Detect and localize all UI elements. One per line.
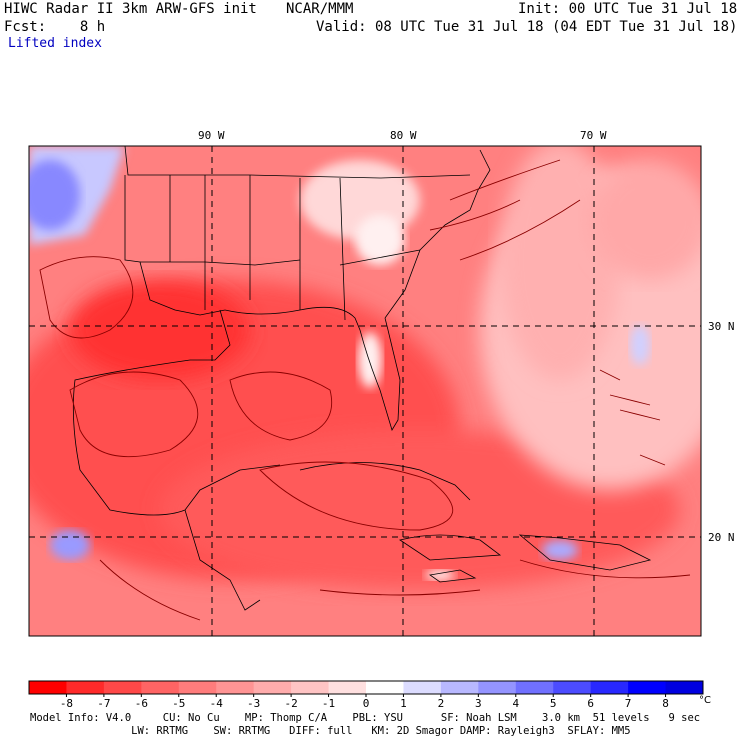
colorbar-label: -2 <box>284 697 297 710</box>
colorbar-swatch <box>553 681 592 694</box>
colorbar-label: 5 <box>550 697 557 710</box>
colorbar-swatch <box>440 681 479 694</box>
colorbar-label: -4 <box>210 697 224 710</box>
colorbar-swatch <box>253 681 292 694</box>
colorbar-unit: °C <box>699 695 711 706</box>
colorbar-swatch <box>366 681 404 694</box>
colorbar-swatch <box>141 681 180 694</box>
boundaries <box>72 146 652 611</box>
colorbar-swatch <box>291 681 330 694</box>
model-title: HIWC Radar II 3km ARW-GFS init <box>4 1 257 17</box>
model-info-line1: Model Info: V4.0 CU: No Cu MP: Thomp C/A… <box>30 712 701 724</box>
lon-label-80w: 80 W <box>390 129 417 142</box>
lat-lon-grid <box>29 146 701 636</box>
colorbar-swatch <box>478 681 517 694</box>
colorbar-swatch <box>403 681 442 694</box>
field-name: Lifted index <box>8 36 102 51</box>
init-time: Init: 00 UTC Tue 31 Jul 18 <box>518 1 738 17</box>
colorbar-label: -1 <box>322 697 335 710</box>
colorbar-label: -8 <box>60 697 73 710</box>
colorbar-label: -3 <box>247 697 260 710</box>
colorbar-label: -7 <box>97 697 110 710</box>
colorbar-swatch <box>66 681 105 694</box>
colorbar-swatch <box>328 681 367 694</box>
contour-lines <box>39 159 691 621</box>
colorbar-swatch <box>515 681 554 694</box>
lon-label-70w: 70 W <box>580 129 607 142</box>
colorbar-label: 1 <box>400 697 407 710</box>
forecast-hour: Fcst: 8 h <box>4 19 106 35</box>
colorbar-label: -6 <box>135 697 148 710</box>
lat-label-30n: 30 N <box>708 320 735 333</box>
lon-label-90w: 90 W <box>198 129 225 142</box>
valid-time: Valid: 08 UTC Tue 31 Jul 18 (04 EDT Tue … <box>316 19 738 35</box>
colorbar-swatch <box>216 681 255 694</box>
colorbar-label: 8 <box>662 697 669 710</box>
colorbar-swatch <box>665 681 704 694</box>
map-frame <box>28 145 702 637</box>
colorbar-label: 6 <box>587 697 594 710</box>
colorbar-swatch <box>178 681 217 694</box>
lat-label-20n: 20 N <box>708 531 735 544</box>
colorbar-swatch <box>103 681 142 694</box>
colorbar-label: 7 <box>625 697 632 710</box>
shaded-field <box>29 146 701 636</box>
colorbar-label: 4 <box>512 697 519 710</box>
colorbar-label: 0 <box>363 697 370 710</box>
colorbar-swatch <box>29 681 67 694</box>
colorbar-label: -5 <box>172 697 185 710</box>
organization: NCAR/MMM <box>286 1 354 17</box>
model-info-line2: LW: RRTMG SW: RRTMG DIFF: full KM: 2D Sm… <box>30 725 631 737</box>
colorbar-swatch <box>590 681 629 694</box>
colorbar-label: 2 <box>438 697 445 710</box>
colorbar-label: 3 <box>475 697 482 710</box>
colorbar-swatch <box>628 681 667 694</box>
